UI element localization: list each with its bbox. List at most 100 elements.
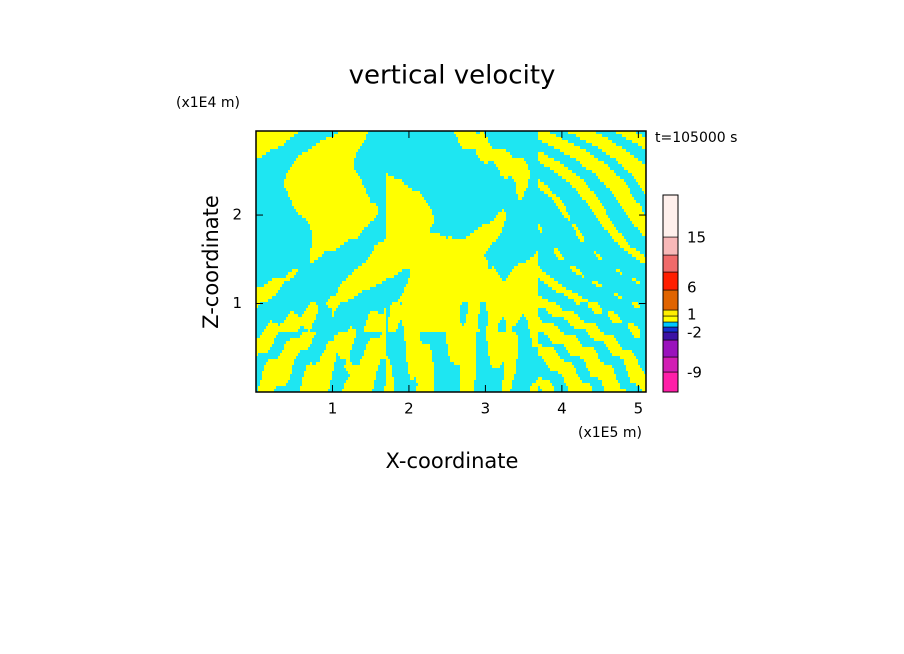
field-patch (532, 341, 538, 344)
field-patch (618, 296, 622, 299)
field-patch (386, 209, 432, 212)
field-patch (256, 299, 268, 302)
field-patch (612, 191, 630, 194)
y-tick-label: 1 (232, 294, 242, 312)
field-patch (402, 302, 462, 305)
field-patch (514, 266, 540, 269)
field-patch (364, 350, 386, 353)
field-patch (374, 245, 490, 248)
field-patch (572, 224, 576, 227)
field-patch (626, 365, 640, 368)
plot-frame (255, 130, 647, 393)
field-patch (330, 296, 354, 299)
field-patch (586, 200, 600, 203)
field-patch (538, 347, 554, 350)
field-patch (450, 356, 476, 359)
field-patch (404, 335, 420, 338)
field-patch (290, 197, 370, 200)
field-patch (448, 344, 476, 347)
field-patch (506, 326, 512, 329)
field-patch (302, 380, 330, 383)
field-patch (476, 152, 510, 155)
field-patch (544, 332, 564, 335)
field-patch (632, 140, 646, 143)
field-patch (384, 308, 386, 311)
field-patch (596, 215, 608, 218)
field-patch (578, 236, 584, 239)
colorbar: -9 -21 6 15 (662, 194, 706, 393)
field-patch (258, 389, 274, 392)
field-patch (310, 257, 318, 260)
field-patch (406, 359, 432, 362)
field-patch (582, 197, 598, 200)
field-patch (564, 344, 582, 347)
field-patch (624, 359, 638, 362)
field-patch (298, 155, 356, 158)
field-patch (542, 140, 568, 143)
field-patch (570, 353, 598, 356)
field-patch (526, 317, 540, 320)
field-patch (604, 341, 618, 344)
field-patch (490, 362, 502, 365)
field-patch (326, 137, 366, 140)
field-patch (566, 347, 594, 350)
field-patch (524, 314, 538, 317)
field-patch (590, 374, 616, 377)
field-patch (370, 338, 386, 341)
field-patch (496, 215, 506, 218)
field-patch (296, 158, 354, 161)
field-patch (632, 332, 640, 335)
field-patch (302, 152, 356, 155)
field-patch (632, 254, 644, 257)
field-patch (466, 317, 478, 320)
field-patch (628, 374, 646, 377)
field-patch (582, 275, 584, 278)
field-patch (616, 197, 634, 200)
field-patch (466, 320, 478, 323)
field-patch (608, 230, 618, 233)
field-patch (620, 203, 640, 206)
field-patch (634, 305, 640, 308)
field-patch (554, 170, 572, 173)
field-patch (366, 347, 386, 350)
field-patch (310, 224, 368, 227)
field-patch (486, 302, 556, 305)
field-patch (406, 341, 422, 344)
field-patch (338, 287, 370, 290)
field-patch (386, 173, 388, 176)
field-patch (588, 305, 600, 308)
field-patch (362, 263, 488, 266)
field-patch (446, 338, 476, 341)
field-patch (504, 377, 514, 380)
field-patch (306, 368, 334, 371)
field-patch (642, 146, 646, 149)
field-patch (386, 221, 434, 224)
field-patch (312, 245, 340, 248)
x-tick-label: 4 (557, 400, 567, 418)
field-patch (320, 356, 336, 359)
field-patch (624, 248, 636, 251)
field-patch (348, 275, 394, 278)
field-patch (626, 368, 642, 371)
field-patch (406, 284, 538, 287)
field-patch (360, 359, 380, 362)
field-patch (350, 326, 352, 329)
field-patch (348, 377, 376, 380)
field-patch (402, 323, 462, 326)
field-patch (386, 377, 394, 380)
field-patch (606, 185, 628, 188)
field-patch (406, 356, 432, 359)
field-patch (618, 242, 628, 245)
field-patch (308, 221, 370, 224)
field-patch (506, 323, 516, 326)
field-patch (386, 212, 432, 215)
field-patch (568, 218, 570, 221)
field-patch (384, 386, 394, 389)
field-patch (562, 176, 580, 179)
field-patch (506, 278, 538, 281)
field-patch (332, 314, 334, 317)
field-patch (256, 149, 270, 152)
field-patch (262, 374, 290, 377)
field-patch (386, 215, 434, 218)
field-patch (538, 134, 556, 137)
